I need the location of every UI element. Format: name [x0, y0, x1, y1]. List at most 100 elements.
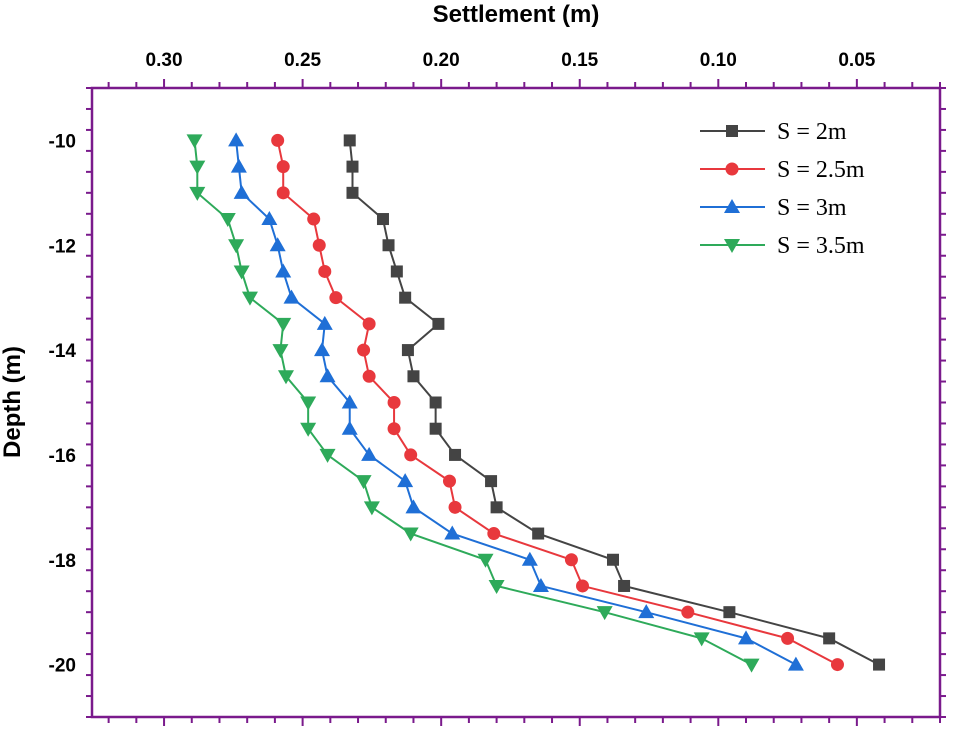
data-point [363, 501, 380, 516]
data-point [314, 342, 331, 357]
data-point [488, 579, 505, 594]
data-point [228, 132, 245, 147]
data-point [329, 291, 343, 305]
data-point [272, 344, 289, 359]
data-point [532, 577, 549, 592]
data-point [405, 499, 422, 514]
data-point [618, 579, 631, 592]
data-point [300, 422, 317, 437]
data-point [307, 212, 321, 226]
series-2 [271, 133, 844, 672]
x-tick-label: 0.25 [284, 50, 321, 71]
data-point [300, 396, 317, 411]
series-3 [228, 132, 804, 671]
y-axis-title: Depth (m) [0, 346, 26, 458]
data-point [319, 448, 336, 463]
data-point [487, 527, 501, 541]
y-tick-label: -16 [49, 446, 76, 467]
data-point [261, 211, 278, 226]
y-tick-label: -18 [49, 551, 76, 572]
data-point [787, 656, 804, 671]
data-point [269, 237, 286, 252]
data-point [444, 525, 461, 540]
data-point [361, 446, 378, 461]
data-point [346, 186, 359, 199]
data-point [390, 265, 403, 278]
data-point [404, 448, 418, 462]
data-point [318, 264, 332, 278]
data-point [319, 368, 336, 383]
data-point [341, 394, 358, 409]
data-point [275, 263, 292, 278]
data-point [228, 239, 245, 254]
data-point [387, 422, 401, 436]
data-point [407, 370, 420, 383]
legend-label: S = 2m [777, 119, 847, 145]
x-tick-label: 0.20 [423, 50, 460, 71]
data-point [402, 527, 419, 542]
legend-marker [725, 162, 739, 176]
data-point [230, 158, 247, 173]
x-tick-label: 0.10 [700, 50, 737, 71]
data-point [241, 291, 258, 306]
data-point [738, 630, 755, 645]
data-point [189, 186, 206, 201]
data-point [432, 317, 445, 330]
data-point [312, 238, 326, 252]
data-point [362, 369, 376, 383]
data-point [186, 134, 203, 149]
data-point [401, 344, 414, 357]
data-point [316, 315, 333, 330]
data-point [490, 501, 503, 514]
legend-label: S = 3m [777, 195, 847, 221]
data-point [723, 606, 736, 619]
data-point [271, 133, 285, 147]
data-point [576, 579, 590, 593]
y-tick-label: -12 [49, 236, 76, 257]
data-point [341, 420, 358, 435]
data-point [429, 422, 442, 435]
data-point [743, 658, 760, 673]
data-point [275, 317, 292, 332]
data-point [346, 160, 359, 173]
data-point [477, 553, 494, 568]
legend: S = 2m S = 2.5m S = 3m S = 3.5m [700, 119, 865, 259]
legend-label: S = 3.5m [777, 233, 865, 259]
series-line [193, 140, 753, 666]
data-point [596, 606, 613, 621]
series-line [276, 140, 838, 666]
y-tick-label: -20 [49, 656, 76, 677]
data-point [449, 448, 462, 461]
data-point [397, 473, 414, 488]
data-point [343, 134, 356, 147]
data-point [276, 160, 290, 174]
data-point [606, 553, 619, 566]
data-point [189, 160, 206, 175]
data-point [638, 604, 655, 619]
data-point [873, 658, 886, 671]
x-tick-label: 0.05 [838, 50, 875, 71]
data-point [219, 213, 236, 228]
x-axis-title: Settlement (m) [433, 1, 600, 28]
data-point [681, 605, 695, 619]
data-point [532, 527, 545, 540]
data-point [693, 632, 710, 647]
data-point [357, 343, 371, 357]
data-point [387, 396, 401, 409]
data-point [376, 213, 389, 226]
data-point [277, 370, 294, 385]
data-point [283, 289, 300, 304]
series-1 [343, 134, 886, 671]
data-point [448, 500, 462, 514]
data-point [382, 239, 395, 252]
x-tick-label: 0.15 [561, 50, 598, 71]
data-point [429, 396, 442, 409]
data-point [399, 291, 412, 304]
y-tick-label: -10 [49, 131, 76, 152]
data-point [355, 475, 372, 490]
legend-label: S = 2.5m [777, 157, 865, 183]
data-point [564, 553, 578, 567]
data-point [823, 632, 836, 645]
data-point [781, 631, 795, 645]
